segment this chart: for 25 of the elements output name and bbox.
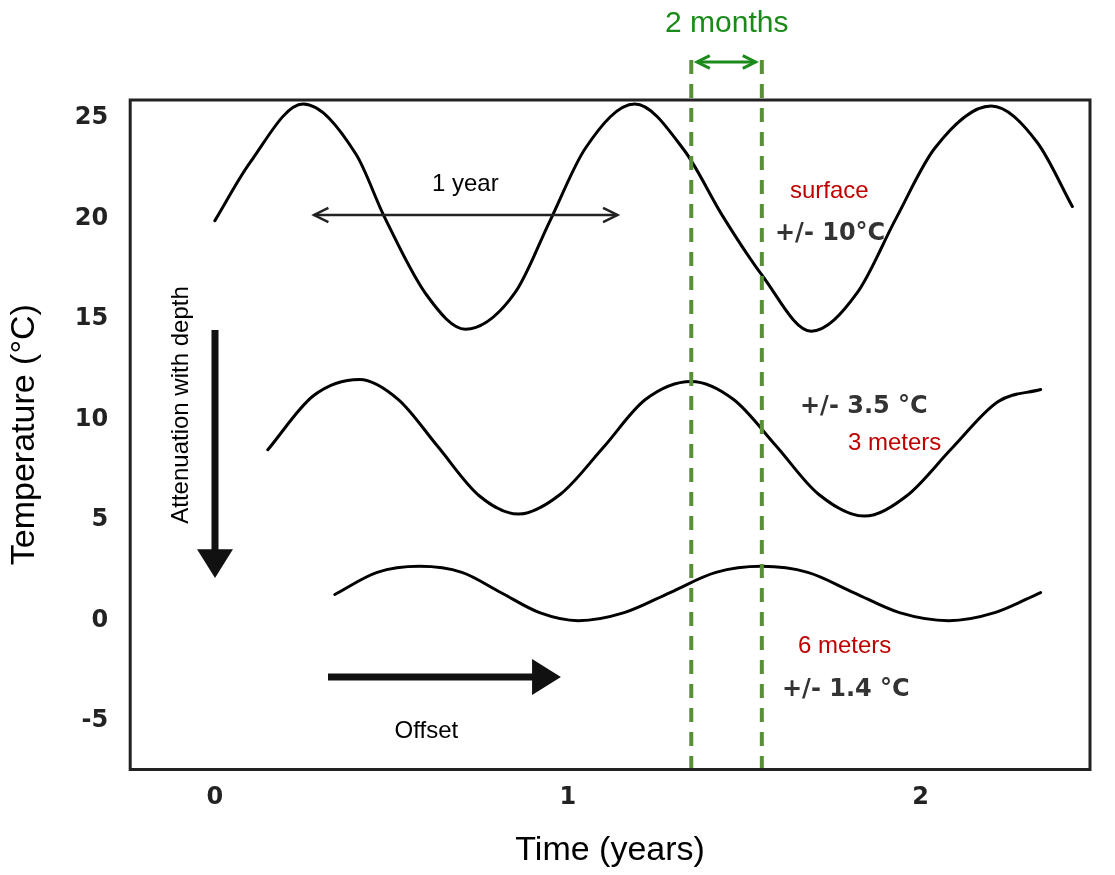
x-tick-label: 1: [559, 782, 577, 811]
line-series: [266, 377, 1043, 518]
y-tick-label: 20: [74, 202, 109, 231]
text: 2 months: [665, 5, 789, 39]
annotation: Attenuation with depth: [165, 286, 194, 524]
y-tick-label: 25: [74, 102, 109, 131]
line-series: [333, 564, 1043, 623]
x-tick-label: 0: [206, 782, 224, 811]
series-label: surface: [790, 176, 869, 204]
y-tick-label: 15: [74, 303, 109, 332]
series-label: 6 meters: [798, 631, 892, 659]
annotation: +/- 1.4 °C: [782, 674, 910, 702]
x-axis-title: Time (years): [515, 828, 705, 867]
y-tick-label: 10: [74, 403, 109, 432]
series-label: 3 meters: [848, 428, 942, 456]
y-tick-label: -5: [81, 705, 109, 734]
x-tick-label: 2: [912, 782, 929, 811]
y-tick-label: 5: [91, 504, 109, 533]
annotation: 1 year: [431, 169, 499, 197]
annotation: Offset: [394, 716, 459, 744]
annotation: +/- 3.5 °C: [800, 391, 928, 419]
y-tick-label: 0: [91, 604, 109, 633]
y-axis-title: Temperature (°C): [2, 304, 41, 566]
line-series: [213, 102, 1074, 333]
annotation: +/- 10°C: [775, 218, 886, 246]
